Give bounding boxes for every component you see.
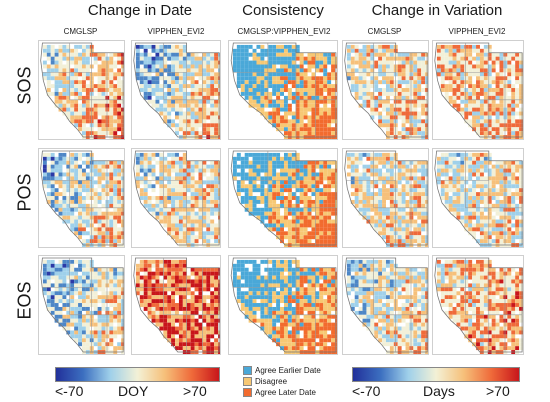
swatch-agree-earlier: [243, 366, 252, 375]
column-header-cmglsp-variation: CMGLSP: [367, 27, 402, 36]
map-raster: [40, 257, 124, 354]
swatch-disagree: [243, 377, 252, 386]
map-eos-consistency: [228, 255, 338, 355]
doy-color-bar: [55, 367, 220, 382]
column-header-consistency: CMGLSP:VIPPHEN_EVI2: [237, 27, 331, 36]
legend-agree-later: Agree Later Date: [243, 388, 316, 397]
row-label-eos: EOS: [14, 281, 35, 320]
map-raster: [133, 150, 220, 247]
map-eos-cmglsp-variation: [342, 255, 429, 355]
map-eos-cmglsp-date: [38, 255, 125, 355]
map-pos-vipphen-date: [131, 148, 221, 248]
map-raster: [434, 257, 523, 354]
days-legend-unit: Days: [423, 383, 455, 399]
legend-agree-earlier-label: Agree Earlier Date: [255, 366, 321, 375]
days-color-bar: [352, 367, 520, 382]
map-pos-consistency: [228, 148, 338, 248]
map-raster: [133, 42, 220, 139]
map-sos-consistency: [228, 40, 338, 140]
map-raster: [230, 42, 337, 139]
map-raster: [434, 42, 523, 139]
map-raster: [344, 150, 428, 247]
days-legend-max: >70: [486, 383, 510, 399]
group-title-change-in-date: Change in Date: [87, 2, 193, 19]
row-label-pos: POS: [14, 173, 35, 212]
map-sos-vipphen-date: [131, 40, 221, 140]
map-pos-vipphen-variation: [432, 148, 524, 248]
days-legend-min: <-70: [352, 383, 381, 399]
column-header-vipphen-date: VIPPHEN_EVI2: [147, 27, 205, 36]
legend-agree-earlier: Agree Earlier Date: [243, 366, 321, 375]
map-raster: [40, 150, 124, 247]
group-title-consistency: Consistency: [242, 2, 324, 19]
map-raster: [40, 42, 124, 139]
legend-disagree-label: Disagree: [255, 377, 288, 386]
map-raster: [133, 257, 220, 354]
legend-disagree: Disagree: [243, 377, 287, 386]
column-header-vipphen-variation: VIPPHEN_EVI2: [448, 27, 506, 36]
map-eos-vipphen-variation: [432, 255, 524, 355]
doy-legend-min: <-70: [55, 383, 84, 399]
doy-legend-unit: DOY: [118, 383, 149, 399]
map-raster: [230, 150, 337, 247]
map-raster: [230, 257, 337, 354]
doy-legend-max: >70: [183, 383, 207, 399]
map-pos-cmglsp-variation: [342, 148, 429, 248]
legend-agree-later-label: Agree Later Date: [255, 388, 316, 397]
swatch-agree-later: [243, 388, 252, 397]
map-pos-cmglsp-date: [38, 148, 125, 248]
map-raster: [344, 257, 428, 354]
row-label-sos: SOS: [14, 66, 35, 105]
column-header-cmglsp-date: CMGLSP: [63, 27, 98, 36]
map-raster: [434, 150, 523, 247]
map-raster: [344, 42, 428, 139]
map-sos-vipphen-variation: [432, 40, 524, 140]
map-eos-vipphen-date: [131, 255, 221, 355]
map-sos-cmglsp-variation: [342, 40, 429, 140]
group-title-change-in-variation: Change in Variation: [371, 2, 503, 19]
map-sos-cmglsp-date: [38, 40, 125, 140]
